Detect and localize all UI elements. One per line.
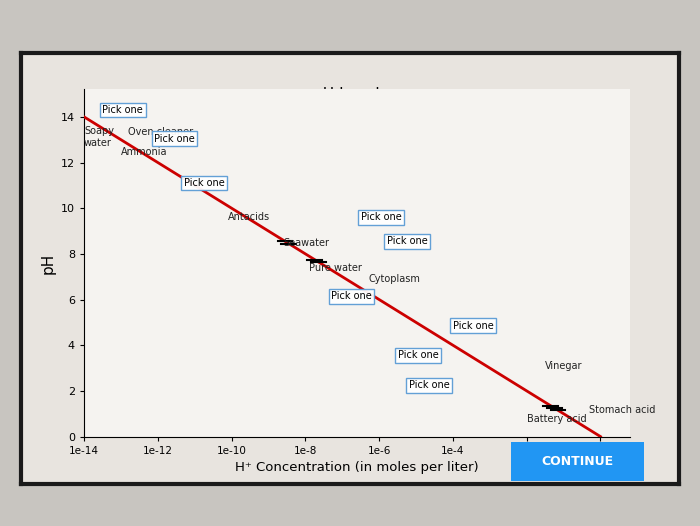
Text: Stomach acid: Stomach acid [589, 404, 656, 414]
Text: Cytoplasm: Cytoplasm [368, 275, 420, 285]
Text: Pure water: Pure water [309, 263, 362, 273]
Text: CONTINUE: CONTINUE [541, 455, 614, 468]
Text: Seawater: Seawater [284, 238, 329, 248]
Text: Antacids: Antacids [228, 211, 270, 221]
Text: Pick one: Pick one [360, 213, 401, 222]
Text: Pick one: Pick one [398, 350, 438, 360]
Text: Vinegar: Vinegar [545, 361, 582, 371]
Text: Pick one: Pick one [331, 291, 372, 301]
Y-axis label: pH: pH [41, 252, 55, 274]
Text: Oven cleaner: Oven cleaner [128, 127, 193, 137]
Text: Ammonia: Ammonia [121, 147, 167, 157]
Text: Pick one: Pick one [409, 380, 449, 390]
Text: Soapy
water: Soapy water [84, 126, 114, 148]
Text: Pick one: Pick one [453, 321, 494, 331]
Text: Pick one: Pick one [154, 134, 195, 144]
Text: pH Levels: pH Levels [313, 87, 387, 102]
X-axis label: H⁺ Concentration (in moles per liter): H⁺ Concentration (in moles per liter) [235, 461, 479, 474]
Text: Pick one: Pick one [386, 236, 427, 246]
Text: Pick one: Pick one [102, 105, 144, 115]
Text: Pick one: Pick one [183, 178, 225, 188]
Text: Battery acid: Battery acid [526, 414, 587, 424]
